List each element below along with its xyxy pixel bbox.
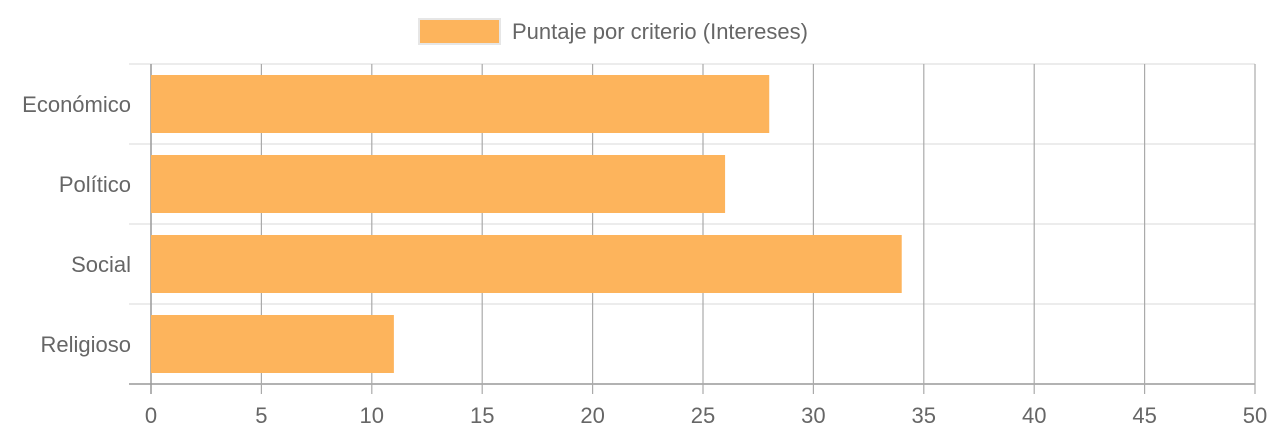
x-tick-label: 40 [1022,403,1046,428]
legend: Puntaje por criterio (Intereses) [418,18,808,45]
x-tick-label: 0 [145,403,157,428]
y-category-label: Social [71,252,131,277]
x-tick-label: 20 [580,403,604,428]
x-tick-label: 25 [691,403,715,428]
x-tick-label: 10 [360,403,384,428]
bar [151,315,394,373]
bar [151,155,726,213]
legend-label: Puntaje por criterio (Intereses) [512,19,808,44]
y-category-label: Político [59,172,131,197]
x-tick-label: 5 [255,403,267,428]
bar [151,235,902,293]
legend-swatch [418,18,501,45]
x-tick-label: 35 [912,403,936,428]
x-tick-label: 50 [1243,403,1267,428]
x-axis-labels: 0 5 10 15 20 25 30 35 40 45 50 [145,403,1267,428]
x-tick-label: 30 [801,403,825,428]
y-axis-labels: Económico Político Social Religioso [22,92,131,357]
bars [151,75,902,373]
x-tick-label: 15 [470,403,494,428]
y-category-label: Religioso [41,332,132,357]
y-category-label: Económico [22,92,131,117]
bar [151,75,770,133]
x-tick-label: 45 [1132,403,1156,428]
